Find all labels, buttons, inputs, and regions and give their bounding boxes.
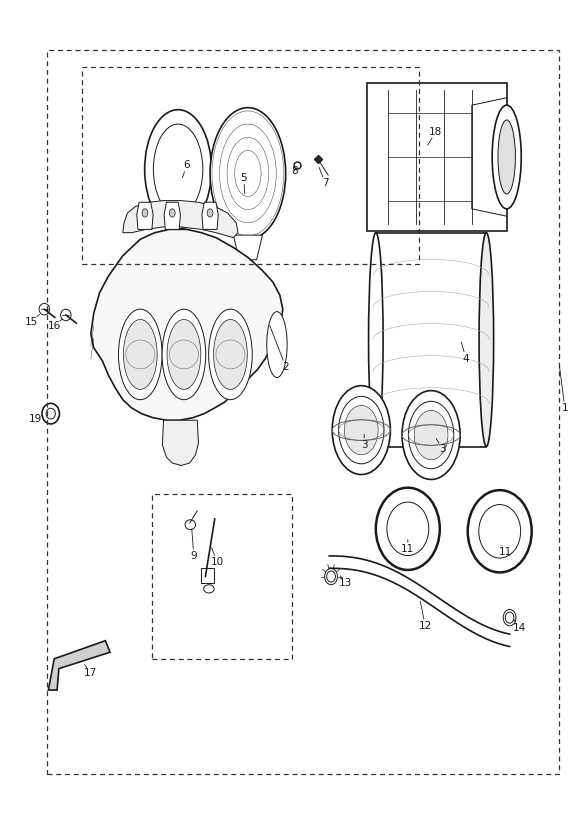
Ellipse shape [61,309,71,321]
Ellipse shape [153,124,203,214]
Ellipse shape [162,309,206,400]
Ellipse shape [414,410,448,460]
Ellipse shape [185,520,195,530]
Text: 2: 2 [282,362,289,372]
Bar [376,232,486,447]
Ellipse shape [39,303,50,315]
Ellipse shape [387,502,429,555]
Polygon shape [48,641,110,690]
Text: 3: 3 [361,440,367,450]
Ellipse shape [409,401,454,469]
Ellipse shape [326,571,335,582]
Ellipse shape [42,404,59,424]
Bar [367,83,507,231]
Ellipse shape [376,488,440,570]
Ellipse shape [124,320,157,390]
Ellipse shape [46,409,55,419]
Polygon shape [164,202,180,229]
Polygon shape [163,420,198,466]
Ellipse shape [468,490,532,573]
Text: 14: 14 [513,622,526,633]
Text: 17: 17 [84,667,97,678]
Text: 18: 18 [429,128,442,138]
Ellipse shape [213,320,247,390]
Ellipse shape [267,311,287,377]
Ellipse shape [402,391,460,480]
Text: 8: 8 [291,166,298,176]
Text: 16: 16 [48,321,61,330]
Text: 11: 11 [401,545,415,555]
Ellipse shape [142,208,148,217]
Ellipse shape [145,110,212,229]
Ellipse shape [167,320,201,390]
Text: 15: 15 [25,316,38,326]
Ellipse shape [209,309,252,400]
Text: 1: 1 [561,403,568,413]
Text: 6: 6 [184,160,190,171]
Polygon shape [123,200,238,237]
Polygon shape [233,235,262,260]
Ellipse shape [210,108,286,239]
Ellipse shape [479,232,494,447]
Ellipse shape [368,232,383,447]
Ellipse shape [339,396,384,464]
Text: 5: 5 [241,172,247,183]
Text: 19: 19 [29,414,42,424]
Polygon shape [472,98,507,216]
Ellipse shape [118,309,162,400]
Text: 3: 3 [440,444,446,454]
Ellipse shape [498,120,515,194]
Ellipse shape [207,208,213,217]
Ellipse shape [203,585,214,593]
Ellipse shape [332,386,391,475]
Ellipse shape [345,405,378,455]
Text: 9: 9 [191,551,197,561]
Text: 12: 12 [419,620,432,631]
Ellipse shape [505,612,514,623]
Polygon shape [137,202,153,229]
Ellipse shape [325,569,338,585]
Text: 11: 11 [499,547,512,557]
Ellipse shape [492,105,521,208]
Text: 13: 13 [338,578,352,588]
Ellipse shape [479,504,521,558]
Polygon shape [202,202,218,229]
Bar [201,569,214,583]
Text: 10: 10 [210,557,224,567]
Text: 4: 4 [463,353,469,363]
Ellipse shape [170,208,175,217]
Polygon shape [91,229,283,420]
Text: 7: 7 [322,178,329,189]
Ellipse shape [503,610,516,625]
